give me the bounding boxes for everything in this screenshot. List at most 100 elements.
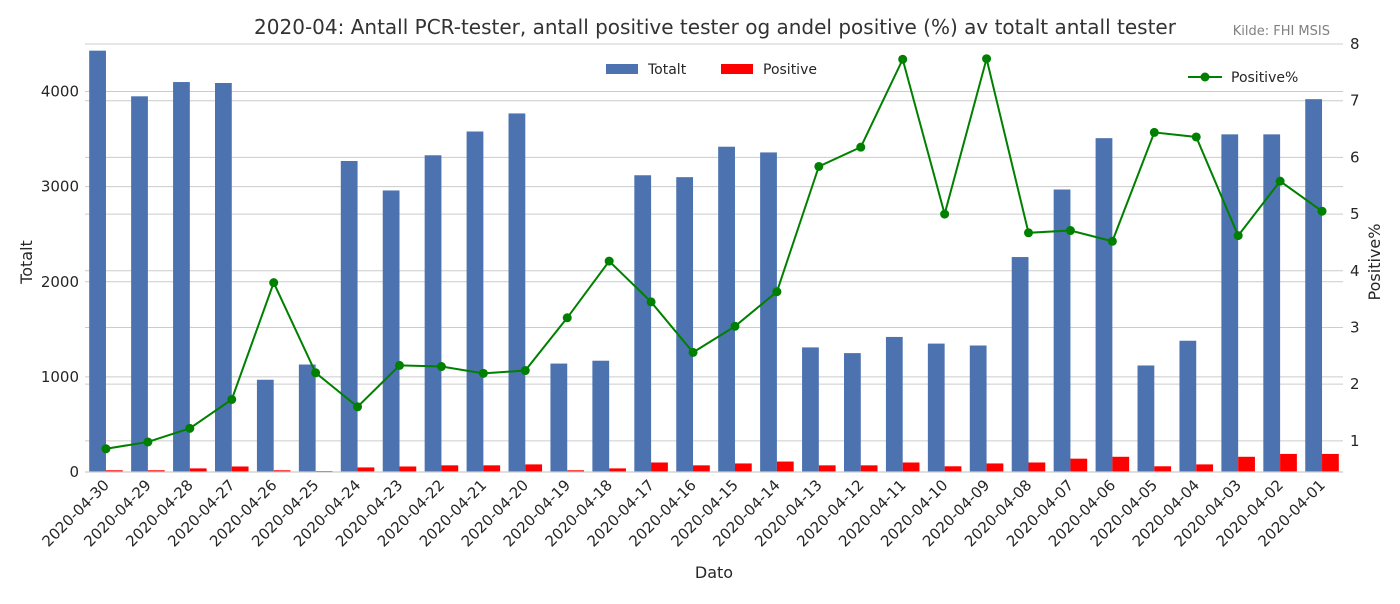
point-positive-pct [436,362,446,372]
point-positive-pct [688,347,698,357]
bar-positive [441,465,459,472]
bar-positive [944,466,962,472]
bar-totalt [718,146,735,472]
point-positive-pct [1317,206,1327,216]
bar-positive [776,461,794,472]
point-positive-pct [227,394,237,404]
bar-totalt [382,190,400,472]
bar-positive [273,470,291,472]
bar-positive [1112,456,1130,472]
bar-totalt [843,353,861,472]
point-positive-pct [1191,132,1201,142]
bar-positive [483,465,501,472]
axis-layer: 01000200030004000123456782020-04-302020-… [38,35,1359,550]
bar-totalt [214,82,232,473]
bar-positive [231,466,249,472]
legend-label-totalt: Totalt [647,62,687,78]
bar-totalt [508,113,526,472]
bar-totalt [1095,138,1113,472]
bar-totalt [1137,365,1155,472]
bar-positive [860,465,878,472]
bar-totalt [760,152,777,472]
y2-tick-label: 2 [1350,375,1360,393]
point-positive-pct [101,444,111,454]
legend-swatch-totalt [606,64,638,74]
bar-totalt [1305,99,1323,473]
point-positive-pct [353,402,363,412]
point-positive-pct [982,54,992,64]
bar-totalt [1263,134,1281,472]
grid-layer [85,43,1343,473]
point-positive-pct [856,142,866,152]
bar-positive [1028,462,1046,472]
legend-label-positive: Positive [763,62,817,78]
bar-positive [693,465,710,472]
bar-totalt [1011,257,1029,472]
source-note: Kilde: FHI MSIS [1233,24,1330,39]
bar-totalt [885,336,903,472]
bar-positive [609,468,626,472]
bar-positive [567,470,585,472]
point-positive-pct [269,278,279,288]
point-positive-pct [940,209,950,219]
point-positive-pct [1065,226,1075,236]
bar-totalt [89,50,106,472]
bar-totalt [592,360,610,472]
point-positive-pct [478,368,488,378]
bar-positive [1322,453,1339,472]
legend-bars: Totalt Positive [606,62,817,78]
bar-totalt [1179,340,1197,472]
bar-positive [1238,456,1255,472]
y-tick-label: 2000 [41,273,79,291]
bar-positive [525,464,543,472]
y-tick-label: 4000 [41,83,79,101]
legend-line-marker [1200,72,1210,82]
bar-positive [147,470,165,472]
chart-title: 2020-04: Antall PCR-tester, antall posit… [254,15,1177,39]
point-positive-pct [143,437,153,447]
bar-positive [902,462,920,472]
point-positive-pct [562,313,572,323]
x-axis-title: Dato [695,563,733,582]
bar-positive [1196,464,1214,472]
bar-totalt [1221,134,1239,472]
y-tick-label: 1000 [41,368,79,386]
point-positive-pct [898,54,908,64]
y-axis-title: Totalt [17,240,36,285]
point-positive-pct [185,423,195,433]
bar-positive [734,463,752,472]
bar-totalt [131,96,148,473]
point-positive-pct [604,256,614,266]
legend-label-positive-pct: Positive% [1231,70,1298,86]
bar-totalt [550,363,568,472]
bar-totalt [340,160,358,472]
point-positive-pct [1024,228,1033,238]
bar-positive [818,465,836,472]
bar-positive [1280,453,1297,472]
bar-totalt [466,131,484,472]
y2-tick-label: 8 [1350,35,1360,53]
y2-tick-label: 1 [1350,432,1360,450]
bar-totalt [298,364,316,472]
legend-line: Positive% [1188,70,1298,86]
line-layer [101,54,1327,454]
y2-tick-label: 6 [1350,148,1360,166]
point-positive-pct [772,287,782,297]
bar-positive [1070,458,1088,472]
bar-positive [189,468,207,472]
bar-positive [1154,466,1172,472]
point-positive-pct [646,297,656,307]
bar-totalt [424,155,442,472]
bar-positive [357,467,375,472]
point-positive-pct [395,360,404,370]
legend-swatch-positive [721,64,753,74]
bar-totalt [256,379,274,472]
y2-tick-label: 3 [1350,318,1360,336]
bar-positive [986,463,1004,472]
y-tick-label: 3000 [41,178,79,196]
point-positive-pct [520,366,530,376]
point-positive-pct [730,321,740,331]
y2-tick-label: 4 [1350,262,1360,280]
